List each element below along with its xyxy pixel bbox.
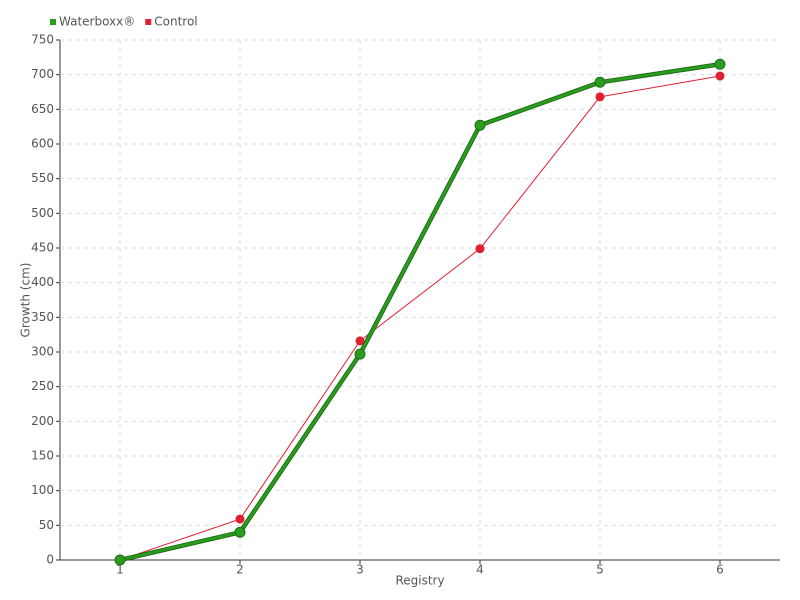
legend-label: Control bbox=[154, 15, 197, 29]
data-point bbox=[715, 71, 725, 81]
y-tick-label: 50 bbox=[39, 518, 54, 532]
y-tick-label: 600 bbox=[31, 137, 54, 151]
data-point bbox=[235, 514, 245, 524]
y-tick-label: 300 bbox=[31, 345, 54, 359]
data-point bbox=[114, 554, 126, 566]
y-tick-label: 450 bbox=[31, 241, 54, 255]
series-line bbox=[119, 75, 721, 561]
y-tick-label: 250 bbox=[31, 379, 54, 393]
y-tick-label: 750 bbox=[31, 33, 54, 47]
x-tick-label: 5 bbox=[596, 563, 604, 577]
data-point bbox=[234, 526, 246, 538]
y-tick-label: 650 bbox=[31, 102, 54, 116]
x-axis-label: Registry bbox=[395, 574, 444, 588]
y-tick-label: 200 bbox=[31, 414, 54, 428]
legend-swatch bbox=[145, 19, 152, 25]
data-point bbox=[474, 119, 486, 131]
y-axis-label: Growth (cm) bbox=[19, 263, 33, 338]
data-point bbox=[355, 336, 365, 346]
data-point bbox=[595, 92, 605, 102]
y-tick-label: 150 bbox=[31, 449, 54, 463]
x-tick-label: 3 bbox=[356, 563, 364, 577]
y-tick-label: 0 bbox=[46, 553, 54, 567]
series-line-outline bbox=[119, 62, 721, 563]
y-tick-label: 350 bbox=[31, 310, 54, 324]
x-tick-label: 6 bbox=[716, 563, 724, 577]
data-point bbox=[475, 244, 485, 254]
x-tick-label: 4 bbox=[476, 563, 484, 577]
data-point bbox=[354, 348, 366, 360]
y-tick-label: 700 bbox=[31, 67, 54, 81]
y-tick-label: 500 bbox=[31, 206, 54, 220]
data-point bbox=[714, 58, 726, 70]
y-tick-label: 550 bbox=[31, 171, 54, 185]
series-line bbox=[119, 63, 721, 562]
y-tick-label: 400 bbox=[31, 275, 54, 289]
x-tick-label: 2 bbox=[236, 563, 244, 577]
legend-label: Waterboxx® bbox=[59, 15, 135, 29]
y-tick-label: 100 bbox=[31, 483, 54, 497]
data-point bbox=[594, 76, 606, 88]
x-tick-label: 1 bbox=[116, 563, 124, 577]
legend-swatch bbox=[50, 19, 56, 25]
